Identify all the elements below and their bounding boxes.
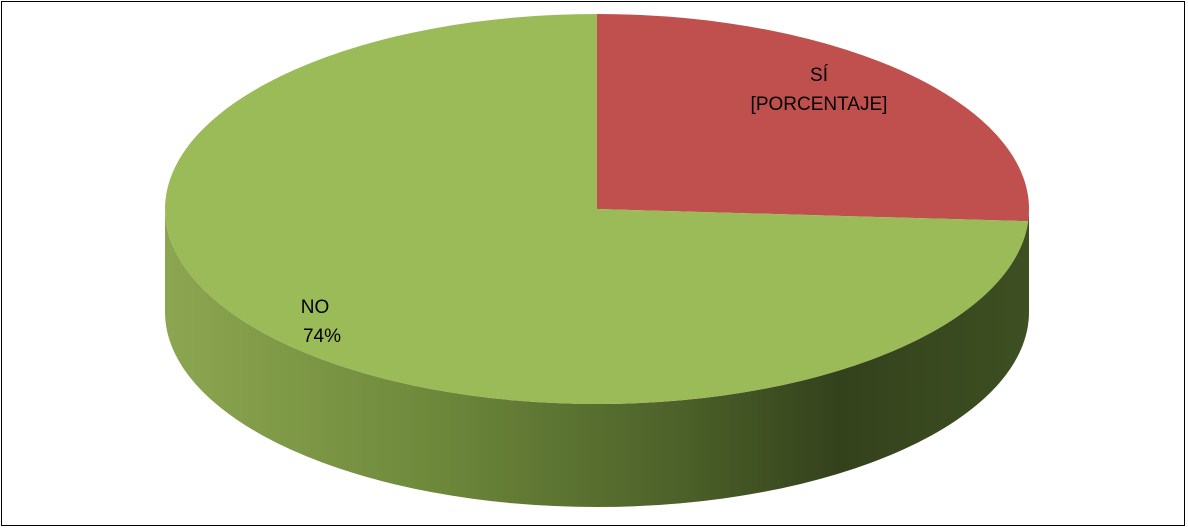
slice-label-no-value: 74%: [303, 326, 341, 347]
slice-label-si-value: [PORCENTAJE]: [751, 94, 888, 115]
pie-slice-no: [165, 14, 1029, 404]
pie-side-wall: [165, 209, 1029, 507]
pie-slice-si: [597, 14, 1029, 222]
slice-label-no-name: NO: [301, 297, 330, 318]
slice-label-si-name: SÍ: [810, 65, 829, 86]
